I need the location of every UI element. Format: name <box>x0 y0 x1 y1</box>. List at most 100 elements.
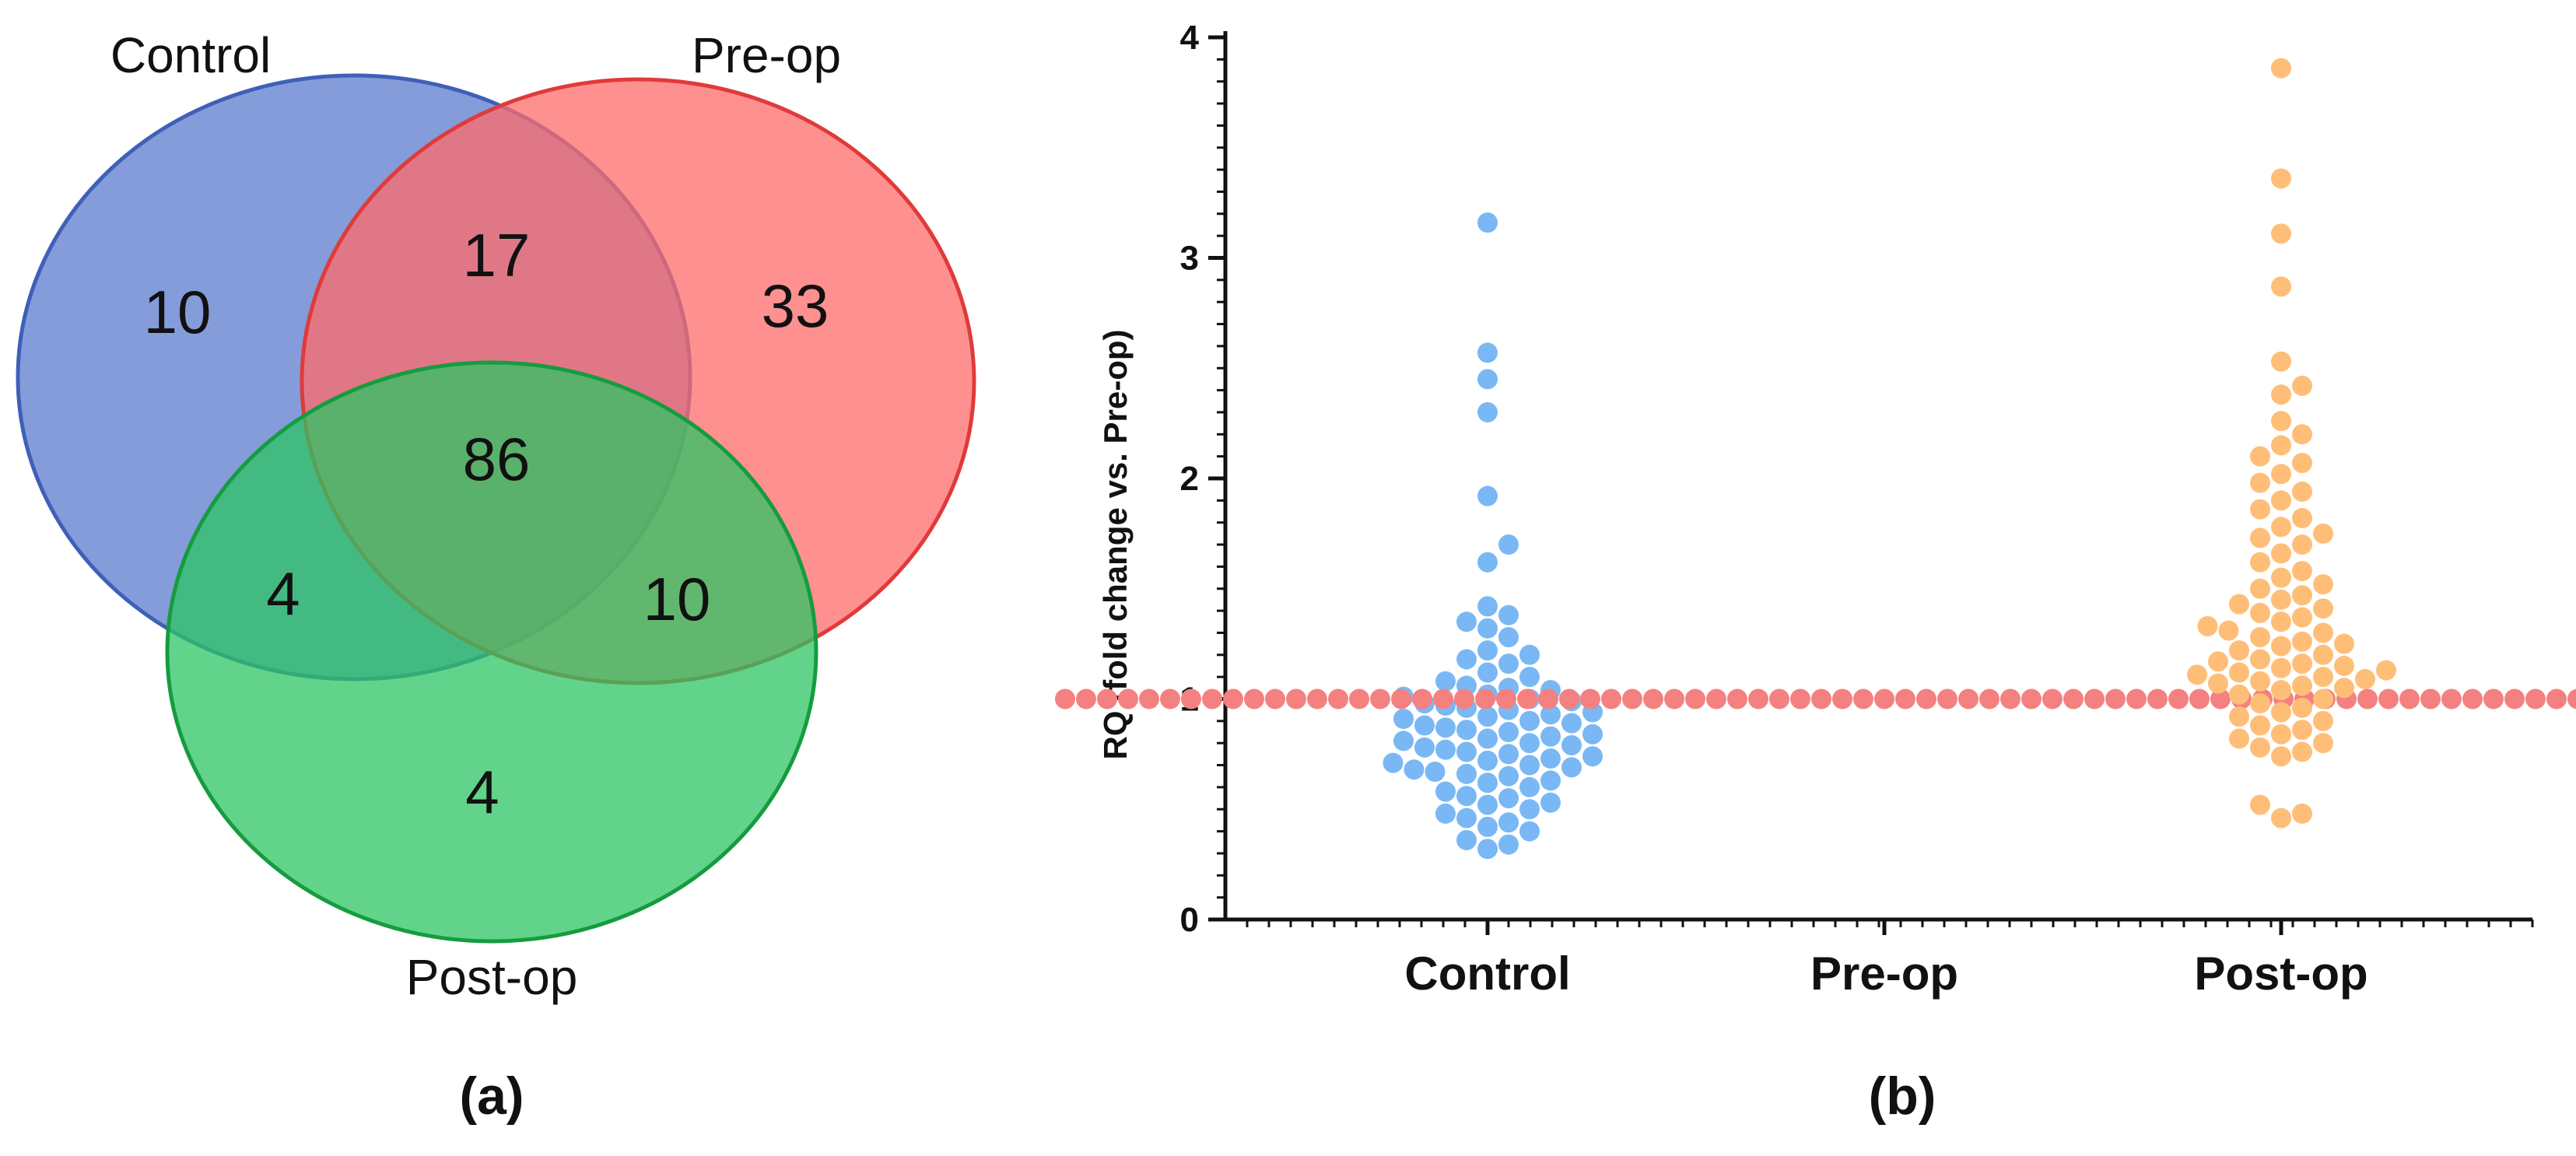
y-tick-label: 4 <box>1180 19 1200 57</box>
data-point-postop <box>2292 607 2312 628</box>
data-point-postop <box>2376 660 2396 681</box>
data-point-preop <box>2567 688 2576 709</box>
data-point-postop <box>2229 594 2249 615</box>
data-point-preop <box>1811 688 1831 709</box>
data-point-preop <box>1853 688 1873 709</box>
data-point-preop <box>2420 688 2441 709</box>
data-point-postop <box>2313 523 2333 544</box>
x-category-label: Control <box>1404 948 1570 1000</box>
data-point-postop <box>2271 589 2291 610</box>
data-point-preop <box>1454 688 1474 709</box>
data-point-control <box>1498 534 1519 555</box>
data-point-preop <box>1076 688 1096 709</box>
x-category-label: Post-op <box>2194 948 2367 1000</box>
data-point-preop <box>1055 688 1075 709</box>
data-point-postop <box>2271 168 2291 189</box>
data-point-postop <box>2355 668 2375 689</box>
data-point-postop <box>2313 598 2333 619</box>
data-point-preop <box>1979 688 1999 709</box>
data-point-preop <box>2441 688 2462 709</box>
data-point-postop <box>2250 627 2270 648</box>
data-point-control <box>1414 737 1435 758</box>
data-point-preop <box>1832 688 1852 709</box>
data-point-control <box>1540 748 1561 769</box>
venn-count-control-only: 10 <box>144 278 212 346</box>
data-point-control <box>1477 342 1498 363</box>
data-point-control <box>1519 776 1540 797</box>
data-point-preop <box>2042 688 2063 709</box>
data-point-postop <box>2271 567 2291 588</box>
data-point-postop <box>2250 693 2270 714</box>
data-point-preop <box>1160 688 1180 709</box>
data-point-control <box>1456 786 1477 807</box>
data-point-control <box>1435 671 1456 692</box>
data-point-preop <box>2504 688 2525 709</box>
data-points <box>1055 58 2576 860</box>
data-point-postop <box>2313 622 2333 643</box>
data-point-postop <box>2313 644 2333 665</box>
data-point-postop <box>2250 472 2270 493</box>
plot-axes <box>1208 31 2534 935</box>
data-point-preop <box>2378 688 2399 709</box>
data-point-control <box>1456 649 1477 670</box>
y-tick-label: 2 <box>1180 460 1199 498</box>
data-point-control <box>1540 726 1561 747</box>
data-point-control <box>1477 662 1498 683</box>
data-point-postop <box>2292 482 2312 503</box>
data-point-control <box>1477 401 1498 422</box>
data-point-control <box>1477 706 1498 727</box>
data-point-postop <box>2313 574 2333 595</box>
data-point-control <box>1477 618 1498 639</box>
data-point-preop <box>2357 688 2378 709</box>
data-point-postop <box>2292 585 2312 606</box>
data-point-preop <box>1475 688 1495 709</box>
data-point-preop <box>1181 688 1201 709</box>
data-point-preop <box>1895 688 1915 709</box>
data-point-postop <box>2250 671 2270 692</box>
data-point-postop <box>2271 543 2291 564</box>
venn-label-preop: Pre-op <box>692 27 841 83</box>
data-point-postop <box>2292 741 2312 762</box>
data-point-postop <box>2250 527 2270 548</box>
data-point-postop <box>2229 706 2249 727</box>
data-point-control <box>1383 752 1404 773</box>
data-point-preop <box>1139 688 1159 709</box>
data-point-preop <box>1790 688 1810 709</box>
data-point-postop <box>2250 602 2270 623</box>
venn-circle-postop <box>165 360 818 944</box>
data-point-control <box>1519 733 1540 754</box>
data-point-preop <box>2063 688 2084 709</box>
data-point-control <box>1519 799 1540 820</box>
data-point-preop <box>1265 688 1285 709</box>
data-point-preop <box>1727 688 1747 709</box>
data-point-control <box>1582 746 1603 767</box>
y-tick-label: 0 <box>1180 901 1199 939</box>
data-point-postop <box>2229 640 2249 661</box>
data-point-postop <box>2271 223 2291 244</box>
data-point-control <box>1498 627 1519 648</box>
data-point-control <box>1519 821 1540 842</box>
data-point-control <box>1498 604 1519 625</box>
data-point-postop <box>2208 651 2228 672</box>
data-point-postop <box>2197 615 2218 636</box>
y-tick-label: 3 <box>1180 240 1199 278</box>
data-point-postop <box>2229 728 2249 749</box>
data-point-preop <box>2147 688 2168 709</box>
data-point-preop <box>1244 688 1264 709</box>
data-point-preop <box>1328 688 1348 709</box>
data-point-control <box>1477 640 1498 661</box>
data-point-preop <box>1559 688 1579 709</box>
data-point-postop <box>2271 680 2291 701</box>
data-point-postop <box>2229 662 2249 683</box>
data-point-control <box>1477 750 1498 771</box>
data-point-control <box>1540 704 1561 725</box>
data-point-control <box>1561 735 1582 756</box>
data-point-preop <box>1097 688 1117 709</box>
data-point-preop <box>2462 688 2483 709</box>
data-point-control <box>1477 794 1498 815</box>
data-point-postop <box>2229 684 2249 705</box>
data-point-control <box>1477 212 1498 233</box>
panel-b-tag: (b) <box>1869 1067 1936 1126</box>
data-point-postop <box>2250 715 2270 736</box>
data-point-preop <box>2210 688 2231 709</box>
